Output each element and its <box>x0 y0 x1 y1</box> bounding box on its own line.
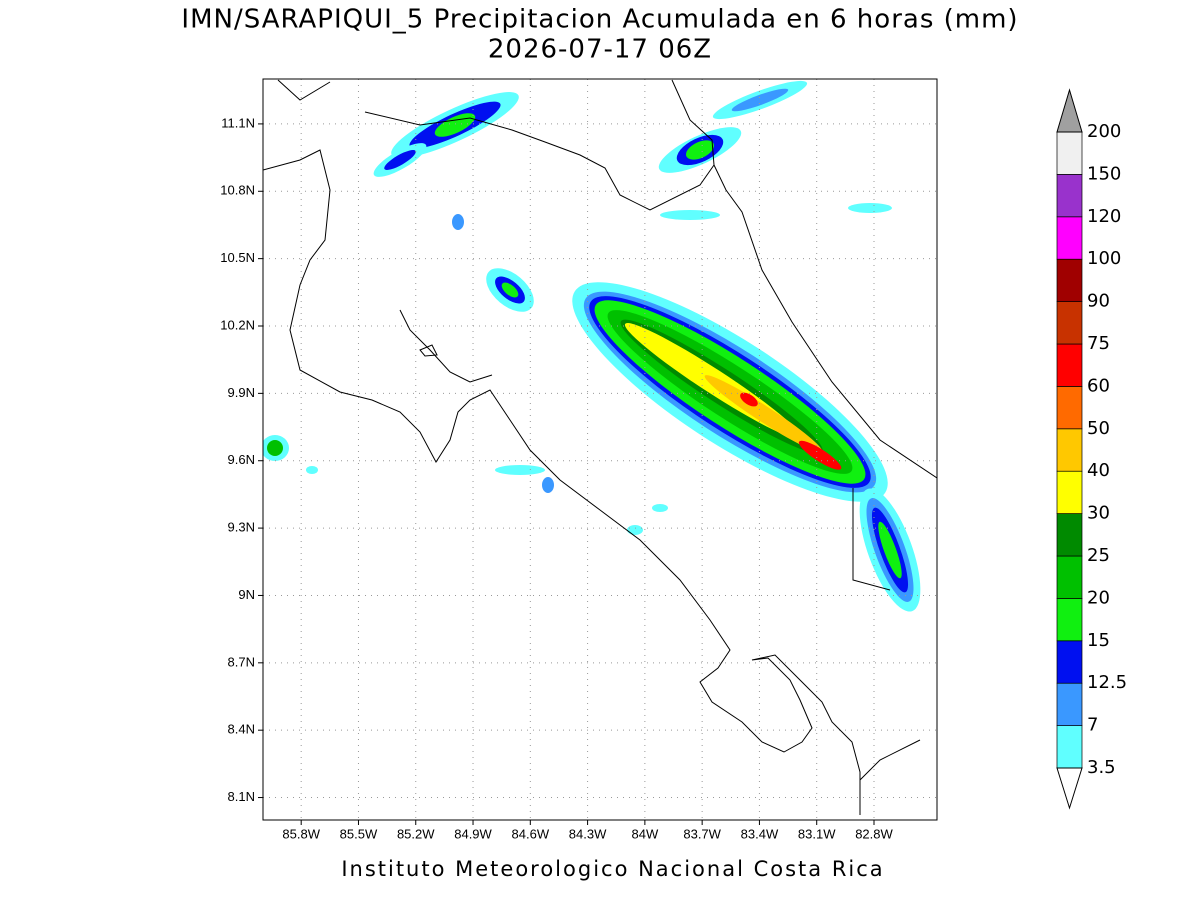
lat-label: 9N <box>238 587 255 602</box>
colorbar-box <box>1056 513 1083 557</box>
lat-label: 9.9N <box>228 385 255 400</box>
lon-label: 85.2W <box>397 826 435 841</box>
colorbar-label: 100 <box>1087 248 1121 269</box>
colorbar-box <box>1056 258 1083 302</box>
colorbar-box <box>1056 640 1083 684</box>
colorbar-label: 75 <box>1087 333 1110 354</box>
title: IMN/SARAPIQUI_5 Precipitacion Acumulada … <box>181 5 1018 35</box>
axis-labels: 11.1N 10.8N 10.5N 10.2N 9.9N 9.6N 9.3N 9N 8.7N 8.… <box>220 115 893 841</box>
lat-label: 11.1N <box>221 115 255 130</box>
colorbar-label: 3.5 <box>1087 757 1116 778</box>
lon-label: 85.8W <box>282 826 320 841</box>
colorbar-box <box>1056 131 1083 175</box>
lon-label: 85.5W <box>340 826 378 841</box>
lon-label: 84.3W <box>569 826 607 841</box>
colorbar-label: 15 <box>1087 630 1110 651</box>
graticule <box>263 79 937 820</box>
colorbar-label: 120 <box>1087 206 1121 227</box>
lat-label: 8.1N <box>228 789 255 804</box>
colorbar-label: 12.5 <box>1087 672 1127 693</box>
colorbar-box <box>1056 174 1083 218</box>
lat-label: 9.6N <box>228 452 255 467</box>
subtitle: 2026-07-17 06Z <box>488 35 712 65</box>
colorbar-label: 40 <box>1087 460 1110 481</box>
colorbar-box <box>1056 386 1083 430</box>
lat-label: 10.2N <box>220 317 255 332</box>
lat-label: 8.4N <box>228 722 255 737</box>
lon-label: 84.9W <box>454 826 492 841</box>
colorbar-box <box>1056 598 1083 642</box>
lon-label: 84.6W <box>512 826 550 841</box>
colorbar-label: 90 <box>1087 291 1110 312</box>
map-frame <box>262 78 938 821</box>
lon-label: 83.4W <box>741 826 779 841</box>
colorbar-label: 150 <box>1087 163 1121 184</box>
colorbar: 3.5 7 12.5 15 20 25 30 40 50 60 75 90 100 120 150 200 <box>1056 88 1127 810</box>
lat-label: 10.8N <box>220 183 255 198</box>
colorbar-label: 60 <box>1087 375 1110 396</box>
lon-label: 83.1W <box>798 826 836 841</box>
lon-label: 83.7W <box>683 826 721 841</box>
colorbar-label: 25 <box>1087 545 1110 566</box>
coastlines <box>263 79 937 815</box>
lon-label: 84W <box>632 826 659 841</box>
colorbar-label: 7 <box>1087 715 1098 736</box>
colorbar-box <box>1056 343 1083 387</box>
lat-label: 9.3N <box>228 520 255 535</box>
colorbar-label: 200 <box>1087 121 1121 142</box>
colorbar-box <box>1056 428 1083 472</box>
colorbar-label: 20 <box>1087 587 1110 608</box>
colorbar-label: 50 <box>1087 418 1110 439</box>
colorbar-box <box>1056 216 1083 260</box>
colorbar-box <box>1056 555 1083 599</box>
colorbar-box <box>1056 682 1083 726</box>
lat-label: 8.7N <box>228 654 255 669</box>
colorbar-label: 30 <box>1087 503 1110 524</box>
colorbar-under <box>1056 767 1083 810</box>
colorbar-box <box>1056 301 1083 345</box>
lon-label: 82.8W <box>855 826 893 841</box>
footer: Instituto Meteorologico Nacional Costa R… <box>341 857 884 881</box>
lat-label: 10.5N <box>220 250 255 265</box>
colorbar-box <box>1056 725 1083 769</box>
colorbar-over <box>1056 88 1083 133</box>
precipitation-field <box>263 80 921 612</box>
colorbar-box <box>1056 470 1083 514</box>
